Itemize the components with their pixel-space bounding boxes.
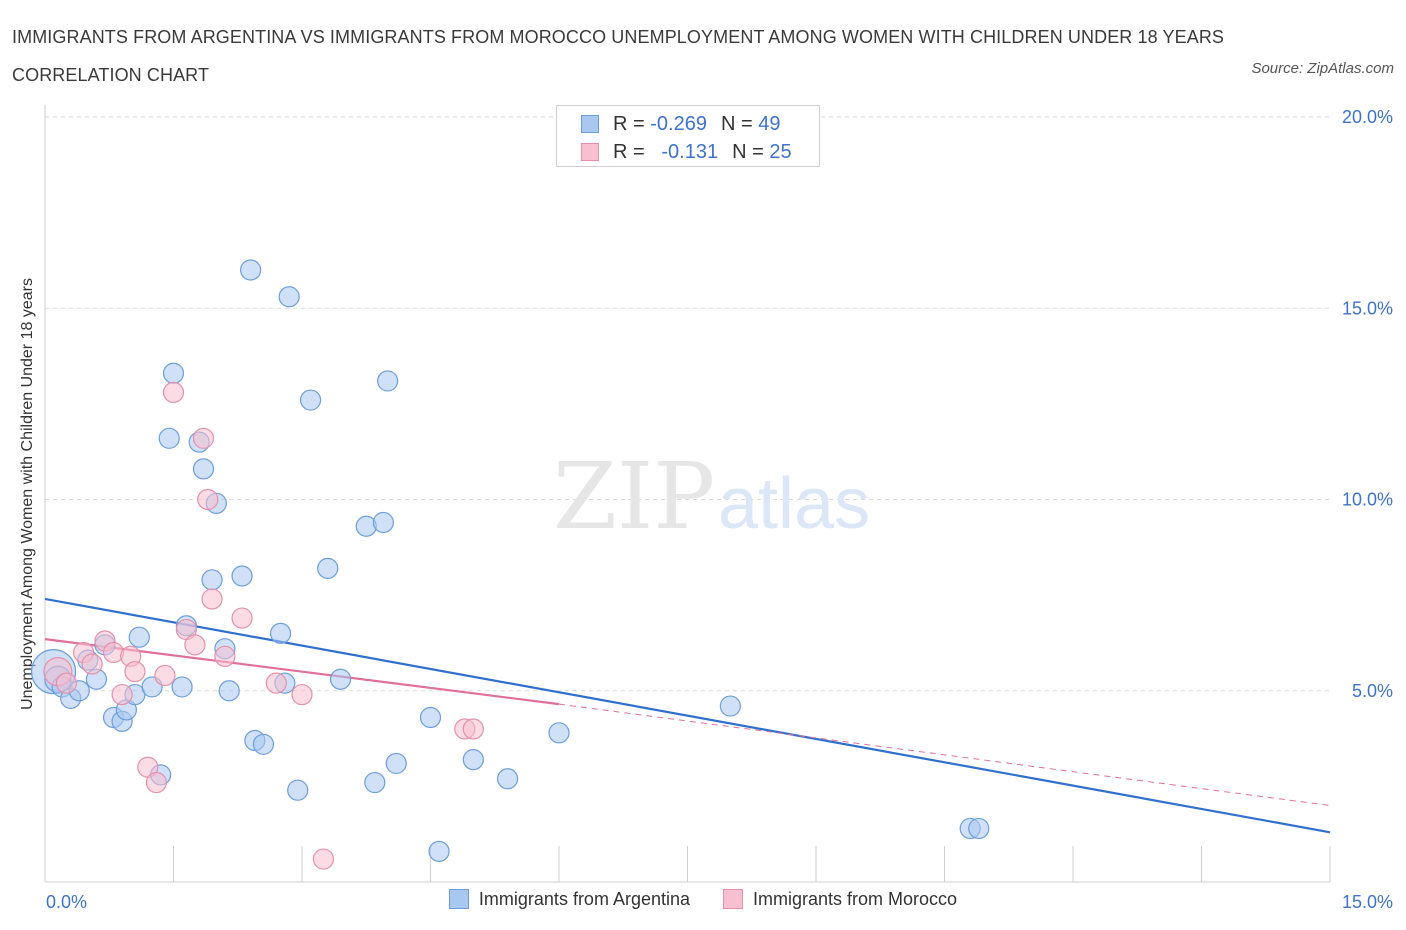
x-tick-label: 15.0%	[1342, 892, 1393, 912]
correlation-legend: R = -0.269 N = 49 R = -0.131 N = 25	[556, 105, 820, 167]
data-point-argentina	[329, 668, 352, 690]
data-point-argentina	[497, 768, 519, 790]
data-point-argentina	[719, 695, 741, 717]
data-point-argentina	[287, 779, 309, 801]
data-point-argentina	[385, 752, 407, 775]
legend-item-morocco: Immigrants from Morocco	[723, 889, 957, 910]
r-value: -0.131	[661, 141, 719, 163]
data-point-morocco	[462, 718, 484, 740]
source-label: Source: ZipAtlas.com	[1251, 60, 1394, 77]
data-point-argentina	[192, 458, 215, 480]
data-point-morocco	[312, 848, 335, 870]
data-point-argentina	[128, 626, 150, 648]
n-label: N =	[732, 141, 764, 163]
watermark-zip: ZIP	[553, 443, 715, 550]
axes	[44, 105, 1331, 883]
data-point-argentina	[462, 748, 484, 771]
data-point-morocco	[102, 641, 125, 664]
y-tick-label: 20.0%	[1342, 107, 1393, 127]
data-point-morocco	[265, 672, 287, 694]
series-legend: Immigrants from Argentina Immigrants fro…	[0, 889, 1406, 910]
n-label: N =	[720, 113, 753, 135]
correlation-row-morocco: R = -0.131 N = 25	[581, 138, 792, 166]
data-point-morocco	[55, 672, 78, 694]
data-point-argentina	[231, 565, 253, 587]
x-tick-label: 0.0%	[46, 892, 87, 912]
trend-lines	[44, 597, 1331, 834]
trend-line-argentina	[44, 597, 1331, 834]
data-point-argentina	[201, 569, 223, 591]
y-tick-label: 15.0%	[1342, 298, 1393, 318]
data-points	[30, 259, 990, 870]
data-point-morocco	[192, 427, 215, 449]
correlation-row-argentina: R = -0.269 N = 49	[581, 110, 780, 138]
swatch-morocco	[581, 143, 599, 161]
watermark: ZIP atlas	[553, 443, 870, 550]
data-point-argentina	[377, 370, 399, 392]
n-value: 25	[769, 141, 792, 163]
legend-label-morocco: Immigrants from Morocco	[753, 889, 958, 909]
data-point-argentina	[372, 511, 394, 534]
data-point-morocco	[162, 381, 185, 403]
data-point-argentina	[171, 676, 193, 698]
data-point-argentina	[218, 680, 240, 702]
data-point-morocco	[231, 607, 253, 629]
data-point-argentina	[419, 706, 442, 729]
legend-item-argentina: Immigrants from Argentina	[448, 889, 690, 910]
data-point-morocco	[201, 588, 223, 610]
data-point-argentina	[158, 427, 180, 449]
y-tick-label: 10.0%	[1342, 490, 1393, 510]
r-label: R =	[613, 113, 645, 135]
data-point-morocco	[154, 664, 176, 687]
n-value: 49	[758, 113, 781, 135]
legend-swatch-morocco	[723, 889, 744, 909]
grid-lines	[45, 116, 1330, 692]
swatch-argentina	[581, 115, 599, 133]
data-point-argentina	[252, 733, 275, 755]
data-point-morocco	[214, 645, 236, 667]
trend-extension-morocco	[558, 703, 1331, 806]
r-label: R =	[613, 141, 645, 163]
data-point-morocco	[124, 661, 146, 683]
data-point-argentina	[355, 515, 377, 537]
data-point-argentina	[299, 389, 322, 411]
data-point-argentina	[968, 817, 990, 840]
data-point-argentina	[317, 557, 339, 579]
chart-title: IMMIGRANTS FROM ARGENTINA VS IMMIGRANTS …	[12, 27, 1225, 85]
data-point-morocco	[291, 683, 313, 706]
data-point-morocco	[81, 653, 103, 675]
watermark-atlas: atlas	[718, 464, 870, 544]
data-point-argentina	[240, 259, 262, 281]
legend-swatch-argentina	[448, 889, 469, 909]
data-point-morocco	[111, 683, 133, 706]
data-point-morocco	[184, 634, 206, 656]
data-point-argentina	[162, 362, 185, 384]
data-point-argentina	[548, 722, 570, 744]
y-tick-label: 5.0%	[1352, 681, 1393, 701]
data-point-argentina	[278, 286, 300, 308]
legend-label-argentina: Immigrants from Argentina	[478, 889, 690, 909]
tick-labels: 5.0% 10.0% 15.0% 20.0% 0.0% 15.0%	[46, 107, 1393, 912]
r-value: -0.269	[650, 113, 707, 135]
data-point-morocco	[145, 771, 167, 794]
data-point-argentina	[269, 622, 292, 644]
data-point-argentina	[364, 771, 386, 794]
data-point-argentina	[428, 840, 450, 863]
data-point-morocco	[197, 488, 219, 511]
